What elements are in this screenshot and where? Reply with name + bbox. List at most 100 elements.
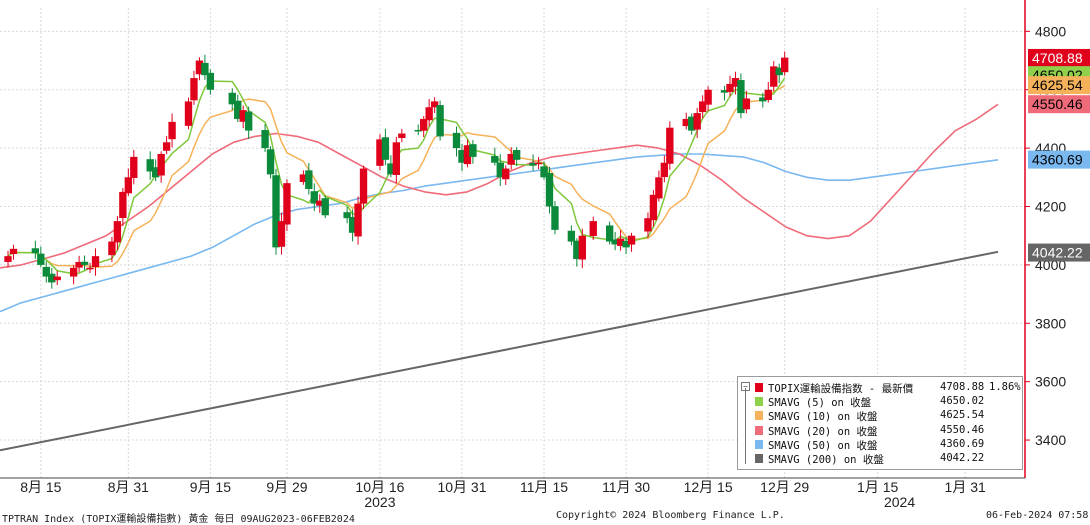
x-tick-label: 11月 15 — [520, 479, 568, 495]
candle-body — [545, 173, 554, 207]
legend-swatch — [755, 383, 763, 392]
footer-timestamp: 06-Feb-2024 07:58:46 — [986, 510, 1090, 521]
legend-series-value: 4650.02 — [940, 395, 985, 408]
candle-body — [589, 221, 597, 237]
candle-body — [310, 191, 318, 204]
sma200-line — [0, 250, 999, 452]
candle-body — [529, 162, 537, 166]
candle-body — [37, 253, 45, 265]
candle-body — [157, 153, 165, 176]
candle-body — [627, 235, 636, 245]
candle-body — [354, 203, 362, 237]
candle-body — [108, 241, 116, 256]
y-tick-label: 3400 — [1035, 432, 1066, 448]
candle-body — [731, 78, 740, 87]
candle-body — [162, 142, 171, 151]
candle-body — [578, 235, 586, 260]
candle-body — [507, 153, 515, 165]
candle-body — [195, 60, 204, 75]
candle-body — [775, 67, 783, 76]
price-label-bg — [1028, 95, 1090, 114]
candle-body — [80, 261, 89, 265]
legend-series-name: SMAVG (5) on 收盤 — [768, 397, 872, 410]
x-tick-label: 8月 15 — [20, 479, 61, 495]
candle-body — [48, 273, 56, 283]
candle-body — [321, 198, 329, 216]
candle-body — [168, 121, 176, 140]
candle-body — [491, 156, 499, 163]
candle-body — [124, 177, 133, 194]
y-tick-label: 3600 — [1035, 374, 1066, 390]
candle-body — [69, 267, 78, 277]
price-label-bg — [1028, 76, 1090, 95]
candle-body — [622, 240, 630, 248]
x-tick-label: 9月 29 — [266, 479, 307, 495]
candle-body — [611, 239, 619, 245]
x-tick-label: 1月 15 — [857, 479, 898, 495]
legend-series-value: 4550.46 — [940, 423, 985, 436]
candle-body — [392, 142, 401, 175]
candle-body — [4, 256, 12, 262]
footer-copyright: Copyright© 2024 Bloomberg Finance L.P. — [556, 510, 785, 521]
candle-body — [190, 78, 198, 101]
legend-change: 1.86% — [989, 381, 1021, 393]
candle-body — [146, 159, 154, 172]
candle-body — [228, 92, 236, 105]
candle-body — [436, 105, 444, 137]
candle-body — [693, 113, 701, 130]
price-label-bg — [1028, 150, 1090, 169]
legend-swatch — [755, 397, 763, 407]
candle-body — [425, 107, 433, 121]
candle-body — [381, 137, 390, 160]
candle-body — [567, 230, 576, 242]
price-label-text: 4550.46 — [1032, 96, 1083, 112]
candle-body — [737, 80, 745, 114]
candle-body — [359, 168, 368, 204]
candle-body — [781, 57, 789, 73]
grid-lines — [0, 8, 1025, 478]
year-label: 2024 — [884, 494, 915, 510]
candle-body — [387, 163, 395, 175]
candle-body — [305, 170, 313, 189]
year-label: 2023 — [364, 494, 395, 510]
candle-body — [688, 116, 696, 131]
x-tick-label: 9月 15 — [190, 479, 231, 495]
x-tick-label: 8月 31 — [108, 479, 149, 495]
candle-body — [430, 101, 439, 108]
candle-body — [759, 97, 767, 102]
candle-body — [272, 175, 280, 248]
legend: − TOPIX運輸設備指数 - 最新價 4708.88 1.86% SMAVG (5)… — [737, 376, 1023, 470]
candle-body — [91, 256, 100, 268]
candle-body — [682, 118, 690, 127]
candle-body — [130, 156, 138, 178]
candle-body — [726, 83, 734, 92]
candle-body — [75, 261, 83, 268]
candle-body — [540, 166, 548, 178]
legend-tree-line — [745, 388, 746, 464]
candle-body — [113, 221, 122, 243]
legend-row: SMAVG (10) on 收盤 4625.54 — [738, 409, 1022, 423]
legend-series-value: 4360.69 — [940, 437, 985, 450]
candle-body — [764, 89, 772, 100]
legend-series-value: 4625.54 — [940, 409, 985, 422]
legend-series-value: 4042.22 — [940, 452, 985, 464]
candle-body — [463, 145, 472, 165]
candle-body — [119, 191, 127, 219]
candle-body — [244, 111, 253, 131]
candle-body — [551, 206, 559, 230]
candle-body — [644, 218, 652, 232]
legend-row: SMAVG (5) on 收盤 4650.02 — [738, 395, 1022, 409]
candle-body — [348, 216, 357, 233]
candles — [4, 51, 789, 289]
price-label-text: 4042.22 — [1032, 245, 1083, 261]
y-tick-label: 4800 — [1035, 23, 1066, 39]
legend-row: TOPIX運輸設備指数 - 最新價 4708.88 1.86% — [738, 381, 1022, 395]
candle-body — [398, 133, 406, 139]
legend-swatch — [755, 454, 763, 463]
price-label-bg — [1028, 48, 1090, 67]
candle-body — [534, 162, 543, 165]
candle-body — [414, 129, 422, 132]
candle-body — [649, 194, 658, 221]
candle-body — [742, 98, 751, 110]
